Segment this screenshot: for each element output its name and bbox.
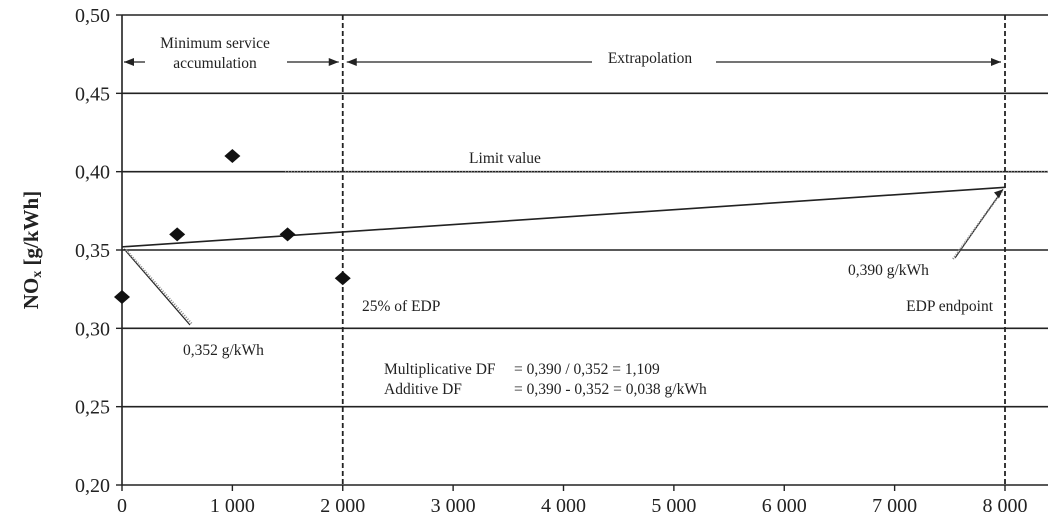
vertical-markers [124,15,1006,485]
y-tick-label-5: 0,45 [75,83,110,105]
y-tick-label-1: 0,25 [75,397,110,419]
data-points [114,149,351,304]
x-tick-label-3: 3 000 [431,495,476,517]
leader-end-arrowhead [994,189,1003,199]
annotation-end-value: 0,390 g/kWh [848,262,929,279]
trend-line [121,186,1006,248]
annotation-edp25: 25% of EDP [362,298,440,315]
data-point-0 [114,290,130,304]
y-axis-label-main: NO [19,278,43,310]
formula-multiplicative-label: Multiplicative DF [384,361,496,378]
y-axis-label: NOx [g/kWh] [19,191,45,309]
leader-start-value [123,248,191,326]
x-tick-label-7: 7 000 [872,495,917,517]
x-tick-label-8: 8 000 [983,495,1028,517]
gridlines [122,14,1048,408]
formula-additive-value: = 0,390 - 0,352 = 0,038 g/kWh [514,381,707,398]
annotations: Minimum service accumulation Extrapolati… [160,35,994,398]
annotation-min-service-line1: Minimum service [160,35,270,52]
y-tick-label-4: 0,40 [75,162,110,184]
x-tick-label-5: 5 000 [651,495,696,517]
y-tick-label-6: 0,50 [75,5,110,27]
y-axis-label-sub: x [30,271,45,278]
x-tick-label-2: 2 000 [320,495,365,517]
y-tick-label-2: 0,30 [75,318,110,340]
data-point-3 [279,227,296,242]
x-tick-label-6: 6 000 [762,495,807,517]
annotation-start-value: 0,352 g/kWh [183,342,264,359]
y-axis-label-unit: [g/kWh] [19,191,43,271]
annotation-extrapolation: Extrapolation [608,50,693,67]
arrowhead-min-service-left [124,58,134,66]
formula-additive-label: Additive DF [384,381,462,398]
arrowhead-extrapolation-left [346,58,357,66]
arrowhead-extrapolation-right [991,58,1001,66]
annotation-edp-endpoint: EDP endpoint [906,298,994,315]
y-tick-label-3: 0,35 [75,240,110,262]
x-tick-label-1: 1 000 [210,495,255,517]
data-point-4 [334,271,351,286]
arrowhead-min-service-right [328,58,339,66]
leader-start-value-shadow [125,249,193,325]
trend-line-group [121,186,1006,326]
x-tick-label-0: 0 [117,495,127,517]
y-tick-label-0: 0,20 [75,475,110,497]
data-point-1 [169,227,186,242]
annotation-limit-value: Limit value [469,150,541,167]
axes [116,14,1048,491]
formula-multiplicative-value: = 0,390 / 0,352 = 1,109 [514,361,660,378]
annotation-min-service-line2: accumulation [173,55,257,72]
tick-labels: 0,20 0,25 0,30 0,35 0,40 0,45 0,50 0 1 000 2 000 3… [75,5,1028,517]
data-point-2 [224,149,241,163]
x-tick-label-4: 4 000 [541,495,586,517]
